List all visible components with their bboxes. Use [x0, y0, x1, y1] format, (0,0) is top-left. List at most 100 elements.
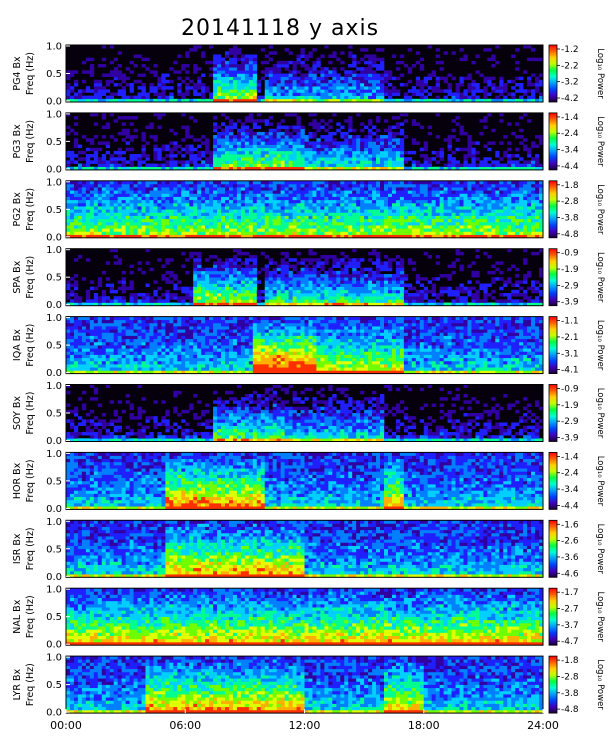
- colorbar: [549, 249, 557, 306]
- spectrogram-cells: [66, 181, 543, 238]
- spectrogram-cells: [66, 317, 543, 374]
- y-tick-label: 0.0: [46, 504, 62, 515]
- colorbar-tick-label: -4.4: [561, 501, 579, 511]
- colorbar: [549, 317, 557, 374]
- y-tick-label: 0.5: [46, 680, 62, 691]
- y-tick-label: 0.0: [46, 97, 62, 108]
- spectrogram-cells: [66, 588, 543, 645]
- station-label: LYR Bx: [12, 668, 23, 700]
- y-tick-label: 0.5: [46, 544, 62, 555]
- colorbar: [549, 520, 557, 577]
- colorbar-tick-label: -2.9: [561, 281, 579, 291]
- frequency-axis-label: Freq (Hz): [25, 527, 36, 570]
- y-tick-label: 0.5: [46, 205, 62, 216]
- y-tick-label: 0.0: [46, 436, 62, 447]
- colorbar-tick-label: -1.2: [561, 45, 579, 55]
- x-tick-label: 24:00: [527, 719, 559, 732]
- station-label: SOY Bx: [12, 396, 23, 430]
- colorbar: [549, 45, 557, 102]
- y-tick-label: 1.0: [46, 245, 62, 256]
- y-tick-label: 0.5: [46, 137, 62, 148]
- colorbar-label: Log₁₀ Power: [595, 252, 605, 303]
- y-tick-label: 0.0: [46, 572, 62, 583]
- y-tick-label: 0.0: [46, 368, 62, 379]
- y-tick-label: 0.5: [46, 612, 62, 623]
- colorbar-label: Log₁₀ Power: [595, 184, 605, 235]
- colorbar-tick-label: -3.9: [561, 298, 579, 308]
- station-label: PG3 Bx: [12, 124, 23, 159]
- colorbar-tick-label: -2.8: [561, 672, 579, 682]
- frequency-axis-label: Freq (Hz): [25, 52, 36, 95]
- colorbar-label: Log₁₀ Power: [595, 456, 605, 507]
- colorbar: [549, 113, 557, 170]
- y-tick-label: 1.0: [46, 109, 62, 120]
- colorbar-tick-label: -0.9: [561, 249, 579, 259]
- y-tick-label: 1.0: [46, 653, 62, 664]
- colorbar-tick-label: -4.7: [561, 637, 579, 647]
- x-tick-label: 06:00: [169, 719, 201, 732]
- colorbar-tick-label: -3.6: [561, 553, 579, 563]
- colorbar-tick-label: -1.7: [561, 588, 579, 598]
- colorbar-tick-label: -3.4: [561, 485, 579, 495]
- colorbar-label: Log₁₀ Power: [595, 591, 605, 642]
- y-tick-label: 0.5: [46, 69, 62, 80]
- colorbar-label: Log₁₀ Power: [595, 48, 605, 99]
- colorbar: [549, 656, 557, 713]
- colorbar-tick-label: -3.9: [561, 434, 579, 444]
- station-label: HOR Bx: [12, 462, 23, 499]
- colorbar-tick-label: -1.9: [561, 401, 579, 411]
- y-tick-label: 1.0: [46, 42, 62, 53]
- colorbar-label: Log₁₀ Power: [595, 388, 605, 439]
- frequency-axis-label: Freq (Hz): [25, 256, 36, 299]
- y-tick-label: 0.0: [46, 708, 62, 719]
- colorbar-tick-label: -1.6: [561, 520, 579, 530]
- station-label: ISR Bx: [12, 533, 23, 564]
- x-tick-label: 12:00: [289, 719, 321, 732]
- colorbar-tick-label: -2.9: [561, 417, 579, 427]
- frequency-axis-label: Freq (Hz): [25, 188, 36, 231]
- station-label: SPA Bx: [12, 260, 23, 293]
- colorbar-tick-label: -4.1: [561, 366, 579, 376]
- colorbar-tick-label: -1.4: [561, 113, 579, 123]
- spectrogram-cells: [66, 656, 543, 713]
- colorbar: [549, 452, 557, 509]
- colorbar-tick-label: -2.7: [561, 605, 579, 615]
- colorbar-tick-label: -1.9: [561, 265, 579, 275]
- colorbar-tick-label: -3.1: [561, 349, 579, 359]
- y-tick-label: 1.0: [46, 517, 62, 528]
- colorbar-tick-label: -1.8: [561, 181, 579, 191]
- y-tick-label: 1.0: [46, 177, 62, 188]
- y-tick-label: 0.5: [46, 476, 62, 487]
- y-tick-label: 1.0: [46, 449, 62, 460]
- colorbar-tick-label: -0.9: [561, 385, 579, 395]
- colorbar-tick-label: -3.2: [561, 78, 579, 88]
- station-label: PG2 Bx: [12, 192, 23, 227]
- colorbar-tick-label: -4.2: [561, 94, 579, 104]
- y-tick-label: 1.0: [46, 313, 62, 324]
- frequency-axis-label: Freq (Hz): [25, 120, 36, 163]
- colorbar-label: Log₁₀ Power: [595, 524, 605, 575]
- colorbar-tick-label: -1.1: [561, 317, 579, 327]
- y-tick-label: 1.0: [46, 585, 62, 596]
- colorbar-tick-label: -2.8: [561, 197, 579, 207]
- station-label: NAL Bx: [12, 599, 23, 633]
- x-tick-label: 00:00: [50, 719, 82, 732]
- colorbar-tick-label: -4.8: [561, 230, 579, 240]
- colorbar-tick-label: -4.8: [561, 705, 579, 715]
- station-label: PG4 Bx: [12, 56, 23, 91]
- colorbar-tick-label: -2.4: [561, 129, 579, 139]
- frequency-axis-label: Freq (Hz): [25, 663, 36, 706]
- y-tick-label: 1.0: [46, 381, 62, 392]
- colorbar: [549, 385, 557, 442]
- colorbar-tick-label: -2.4: [561, 469, 579, 479]
- colorbar-tick-label: -3.8: [561, 213, 579, 223]
